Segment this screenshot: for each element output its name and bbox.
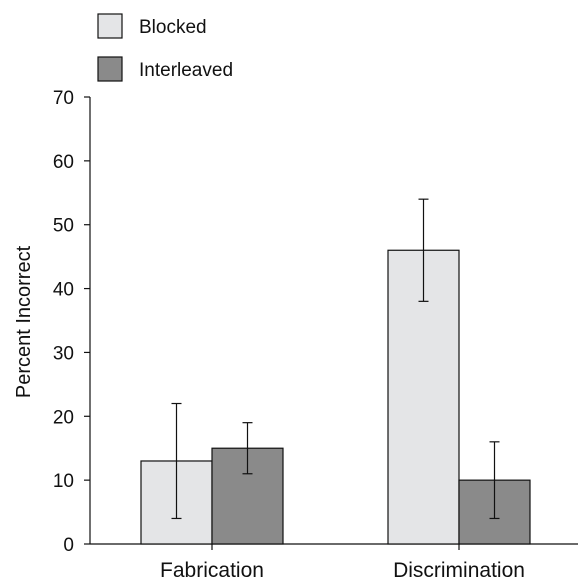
y-tick-label: 20 [53, 407, 74, 428]
legend: Blocked Interleaved [97, 13, 233, 82]
y-axis-title: Percent Incorrect [13, 245, 35, 398]
y-tick-label: 40 [53, 280, 74, 301]
category-label: Discrimination [393, 559, 525, 582]
y-tick-label: 30 [53, 343, 74, 364]
bars [140, 249, 531, 545]
legend-label-interleaved: Interleaved [139, 60, 233, 81]
y-tick-label: 10 [53, 471, 74, 492]
category-labels: Fabrication Discrimination [160, 559, 525, 582]
legend-swatch-interleaved [97, 56, 123, 82]
y-tick-label: 70 [53, 88, 74, 109]
category-label: Fabrication [160, 559, 264, 582]
error-bars [171, 198, 500, 520]
legend-label-blocked: Blocked [139, 17, 207, 38]
axes: 0 10 20 30 40 50 60 70 [53, 88, 578, 556]
y-tick-label: 0 [63, 535, 74, 556]
legend-swatch-blocked [97, 13, 123, 39]
y-tick-label: 50 [53, 216, 74, 237]
y-tick-label: 60 [53, 152, 74, 173]
